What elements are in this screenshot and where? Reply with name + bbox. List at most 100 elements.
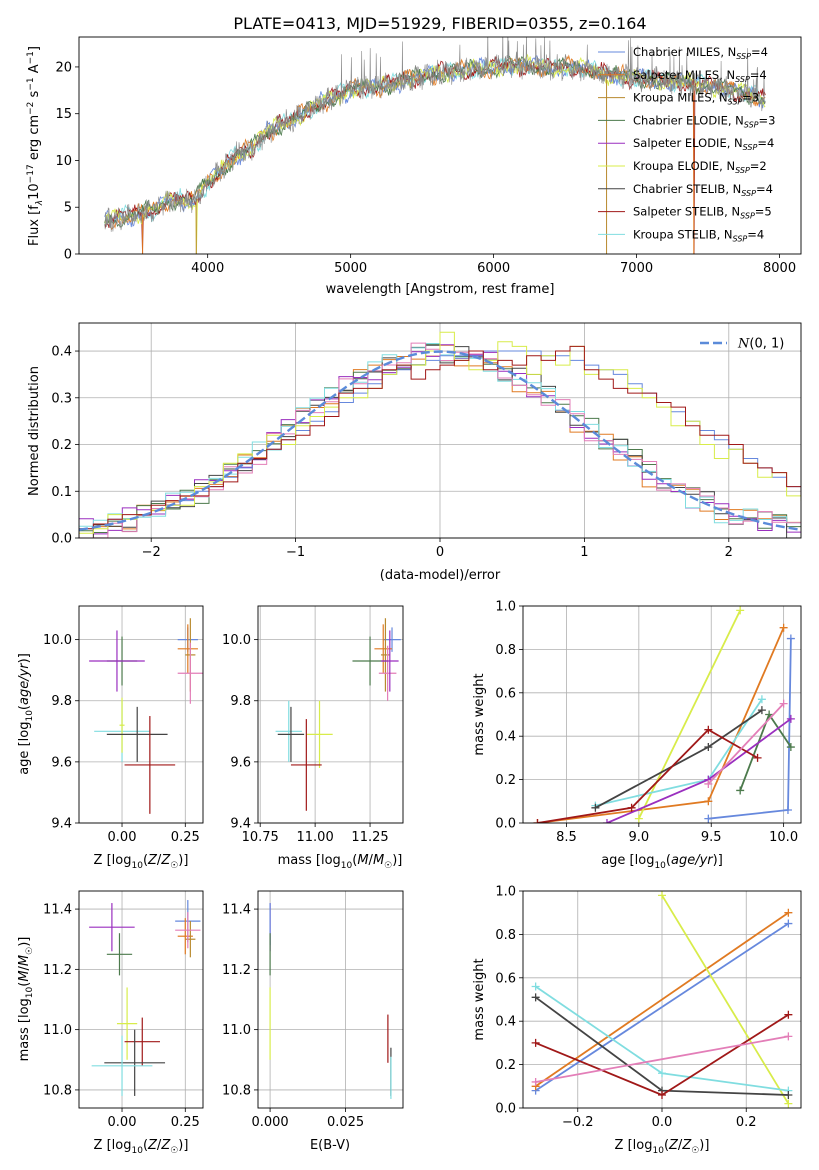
y-axis-label: Flux [fλ10−17 erg cm−2 s−1 A−1]	[26, 46, 45, 246]
x-tick-label: 4000	[191, 261, 224, 276]
y-tick-label: 5	[64, 201, 72, 216]
weight-marker	[784, 919, 793, 928]
y-tick-label: 0.0	[495, 817, 516, 832]
y-axis-label: age [log10(age/yr)]	[17, 653, 35, 775]
legend-label: Chabrier STELIB, NSSP=4	[633, 182, 773, 198]
y-tick-label: 0.4	[495, 730, 516, 745]
weight-marker	[531, 993, 540, 1002]
x-tick-label: 0.000	[251, 1115, 288, 1130]
x-tick-label: −2	[142, 545, 161, 560]
x-tick-label: 5000	[334, 261, 367, 276]
y-tick-label: 11.2	[43, 963, 72, 978]
spectrum-panel: 4000 5000 6000 7000 8000 0 5 10 15 20 Chabrier MIL…	[26, 36, 802, 297]
y-tick-label: 10.0	[222, 633, 251, 648]
histogram-step	[79, 331, 801, 538]
x-tick-label: 0.2	[736, 1115, 757, 1130]
mass-vs-ebv-frame	[257, 890, 404, 1109]
y-tick-label: 9.6	[51, 755, 72, 770]
weight-vs-age-plot-area	[533, 606, 795, 823]
x-tick-label: 11.00	[297, 830, 334, 845]
weight-marker	[784, 1032, 793, 1041]
y-axis-label: mass weight	[472, 958, 487, 1040]
weight-marker	[779, 699, 788, 708]
x-tick-label: 0	[436, 545, 444, 560]
x-tick-label: 10.75	[242, 830, 279, 845]
y-tick-label: 0.1	[51, 485, 72, 500]
legend-label: Kroupa STELIB, NSSP=4	[633, 227, 764, 243]
weight-marker	[783, 805, 792, 814]
y-tick-label: 0.0	[51, 532, 72, 547]
x-tick-label: 9.0	[628, 830, 649, 845]
weight-marker	[786, 714, 795, 723]
weight-line	[537, 728, 759, 823]
weight-marker	[757, 706, 766, 715]
weight-line	[661, 894, 790, 1105]
mass-vs-ebv-axes: 0.000 0.025 10.8 11.0 11.2 11.4 E(B-V)	[222, 890, 404, 1153]
gaussian-curve	[79, 350, 801, 531]
weight-line	[535, 922, 789, 1092]
x-axis-label: mass [log10(M/M☉)]	[278, 853, 403, 871]
x-tick-label: −1	[286, 545, 305, 560]
weight-marker	[757, 695, 766, 704]
x-axis-label: Z [log10(Z/Z☉)]	[615, 1138, 710, 1156]
residual-histogram-panel: −2 −1 0 1 2 0.0 0.1 0.2 0.3 0.4 N(0, 1) (data-model…	[27, 322, 802, 583]
x-axis-label: E(B-V)	[310, 1138, 350, 1153]
weight-marker	[658, 1069, 666, 1078]
y-tick-label: 0.2	[495, 1058, 516, 1073]
weight-vs-Z-plot-area	[531, 891, 793, 1108]
weight-marker	[786, 634, 795, 643]
weight-marker	[704, 725, 713, 734]
age-vs-mass-axes: 10.75 11.00 11.25 9.4 9.6 9.8 10.0 mass [log10(…	[222, 605, 404, 871]
x-tick-label: 8000	[763, 261, 796, 276]
weight-vs-Z-panel: −0.2 0.0 0.2 0.0 0.2 0.4 0.6 0.8 1.0 mass weight Z…	[472, 885, 802, 1156]
y-tick-label: 1.0	[495, 885, 516, 900]
residual-histogram-frame	[78, 322, 802, 539]
y-tick-label: 20	[55, 60, 72, 75]
weight-vs-age-panel: 8.5 9.0 9.5 10.0 0.0 0.2 0.4 0.6 0.8 1.0 mass weig…	[472, 600, 802, 871]
y-tick-label: 1.0	[495, 600, 516, 615]
weight-marker	[533, 819, 542, 823]
weight-marker	[779, 623, 788, 632]
weight-marker	[704, 743, 713, 752]
weight-marker	[627, 803, 636, 812]
weight-marker	[784, 1099, 793, 1108]
x-tick-label: 9.5	[701, 830, 722, 845]
x-tick-label: 0.0	[652, 1115, 673, 1130]
y-axis-label: Normed distribution	[27, 366, 42, 496]
histogram-step	[79, 342, 801, 538]
weight-marker	[784, 908, 793, 917]
weight-vs-Z-axes: −0.2 0.0 0.2 0.0 0.2 0.4 0.6 0.8 1.0 mass weight Z…	[472, 885, 802, 1156]
y-tick-label: 0.6	[495, 686, 516, 701]
weight-marker	[753, 753, 762, 762]
y-tick-label: 0.4	[495, 1015, 516, 1030]
y-tick-label: 0.3	[51, 391, 72, 406]
x-axis-label: (data-model)/error	[380, 568, 501, 583]
y-tick-label: 0.2	[495, 773, 516, 788]
mass-vs-ebv-panel: 0.000 0.025 10.8 11.0 11.2 11.4 E(B-V)	[222, 890, 404, 1153]
age-vs-Z-axes: 0.00 0.25 9.4 9.6 9.8 10.0 Z [log10(Z/Z☉)] age …	[17, 605, 204, 871]
weight-marker	[658, 1090, 666, 1099]
x-axis-label: age [log10(age/yr)]	[601, 853, 723, 871]
weight-marker	[786, 743, 795, 752]
age-vs-Z-frame	[78, 605, 204, 824]
weight-marker	[736, 606, 745, 615]
weight-vs-age-frame	[522, 605, 802, 824]
legend-label: N(0, 1)	[737, 337, 784, 352]
x-tick-label: 7000	[620, 261, 653, 276]
y-tick-label: 0	[64, 248, 72, 263]
weight-marker	[658, 891, 666, 900]
weight-marker	[765, 710, 774, 719]
x-tick-label: 0.00	[108, 830, 137, 845]
residual-histogram-plot-area	[79, 331, 801, 538]
y-tick-label: 11.0	[222, 1023, 251, 1038]
legend-label: Kroupa MILES, NSSP=3	[633, 91, 759, 107]
x-tick-label: 0.025	[327, 1115, 364, 1130]
y-tick-label: 11.4	[43, 903, 72, 918]
y-tick-label: 0.8	[495, 643, 516, 658]
age-vs-mass-frame	[257, 605, 404, 824]
weight-marker	[704, 797, 713, 806]
y-tick-label: 11.0	[43, 1023, 72, 1038]
y-tick-label: 11.4	[222, 903, 251, 918]
y-axis-label: mass [log10(M/M☉)]	[17, 937, 35, 1062]
legend-label: Salpeter STELIB, NSSP=5	[633, 205, 772, 221]
